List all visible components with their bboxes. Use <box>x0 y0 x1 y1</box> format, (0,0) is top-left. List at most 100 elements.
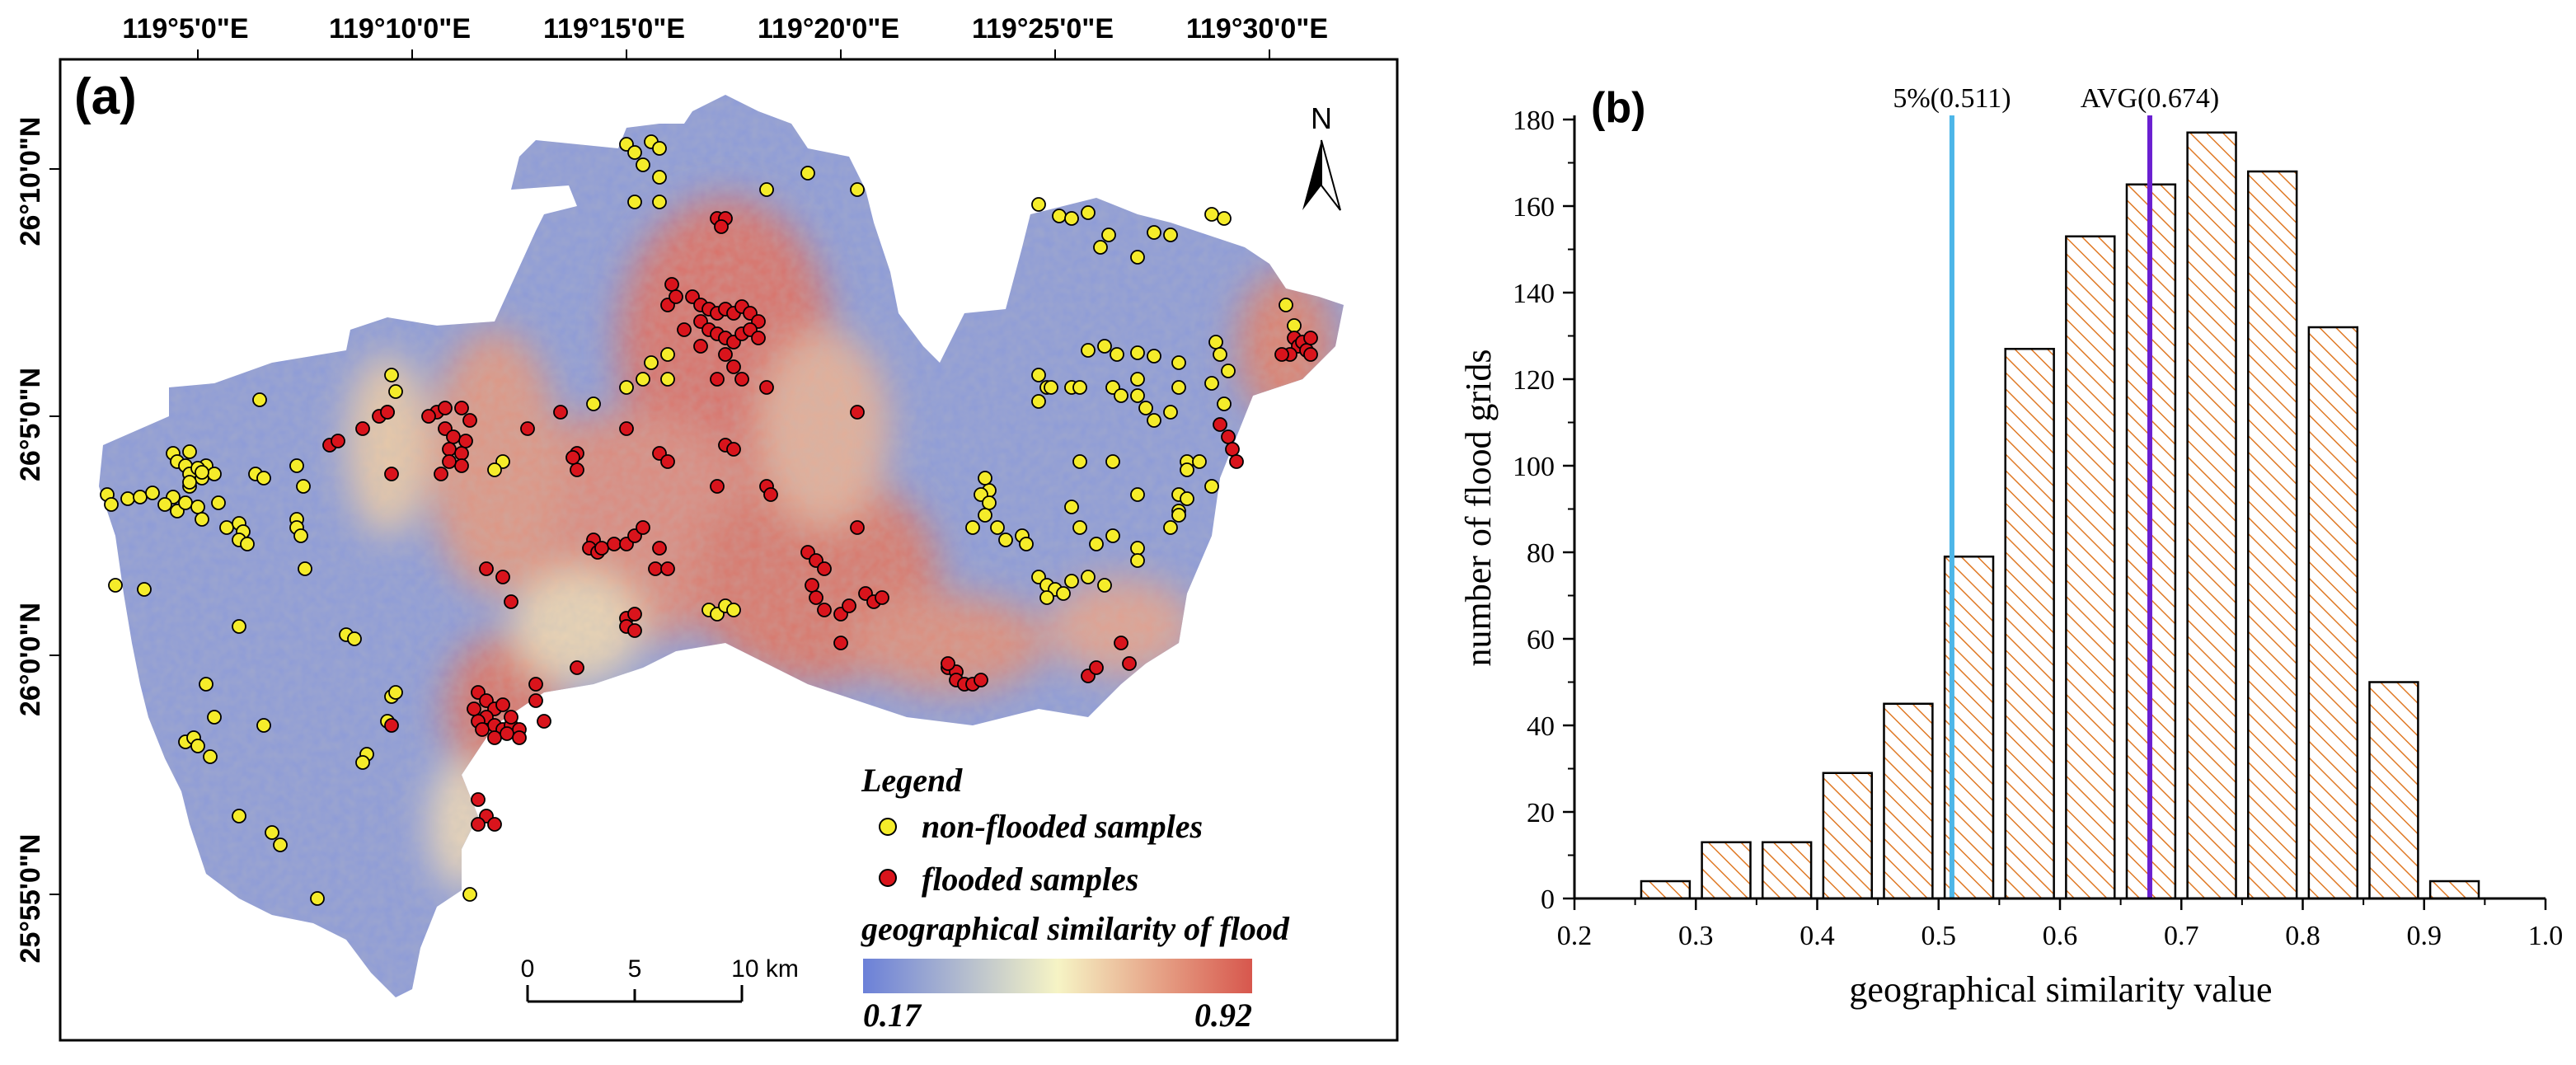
y-tick-label: 100 <box>1513 452 1555 482</box>
flooded-sample <box>805 578 819 593</box>
non-flooded-sample <box>1163 520 1178 535</box>
x-tick-label: 0.4 <box>1799 921 1835 951</box>
non-flooded-sample <box>293 528 308 543</box>
lon-tick-label: 119°10'0"E <box>329 13 471 45</box>
non-flooded-sample <box>978 508 992 523</box>
flooded-sample <box>652 541 667 556</box>
flooded-sample <box>833 636 848 650</box>
non-flooded-sample <box>1072 520 1087 535</box>
non-flooded-sample <box>726 603 741 617</box>
non-flooded-sample <box>990 520 1005 535</box>
non-flooded-sample <box>586 396 601 411</box>
lat-tick-label: 25°55'0"N <box>15 834 46 964</box>
non-flooded-sample <box>978 471 992 486</box>
histogram-bar <box>1761 841 1813 900</box>
non-flooded-sample <box>1180 462 1194 477</box>
histogram-bar <box>2307 326 2359 900</box>
flooded-sample <box>454 446 469 461</box>
non-flooded-sample <box>182 444 197 459</box>
non-flooded-sample <box>1279 298 1293 312</box>
flooded-sample <box>495 570 510 584</box>
non-flooded-sample <box>1044 380 1058 395</box>
histogram-bar <box>1883 702 1934 900</box>
flooded-sample <box>1089 660 1104 675</box>
non-flooded-sample <box>182 475 197 490</box>
color-ramp <box>863 959 1252 993</box>
non-flooded-sample <box>644 355 659 370</box>
flooded-sample <box>763 487 778 502</box>
x-tick-label: 0.9 <box>2407 921 2442 951</box>
histogram-bar <box>1701 841 1752 900</box>
panel-a-label: (a) <box>74 68 137 125</box>
flooded-sample <box>384 718 399 733</box>
x-tick-label: 0.2 <box>1557 921 1593 951</box>
lon-tick-label: 119°25'0"E <box>972 13 1114 45</box>
longitude-axis: 119°5'0"E 119°10'0"E 119°15'0"E 119°20'0… <box>122 13 1328 59</box>
y-tick-label: 120 <box>1513 365 1555 396</box>
y-axis-title: number of flood grids <box>1458 350 1499 667</box>
non-flooded-sample <box>1130 345 1145 360</box>
non-flooded-sample <box>1064 500 1079 514</box>
flooded-sample <box>594 541 609 556</box>
flooded-sample <box>693 339 708 354</box>
non-flooded-sample <box>120 491 135 506</box>
non-flooded-sample <box>1105 454 1120 469</box>
non-flooded-sample <box>207 710 222 725</box>
non-flooded-sample <box>1287 318 1302 333</box>
panel-b-label: (b) <box>1591 84 1645 132</box>
non-flooded-sample <box>619 380 634 395</box>
non-flooded-sample <box>1114 388 1128 403</box>
lon-tick-label: 119°5'0"E <box>122 13 248 45</box>
flooded-sample <box>458 434 473 448</box>
flooded-sample <box>1225 442 1240 457</box>
flooded-sample <box>664 277 679 292</box>
y-tick-label: 40 <box>1527 711 1555 742</box>
flooded-sample <box>565 450 580 465</box>
y-tick-label: 140 <box>1513 279 1555 309</box>
flooded-sample <box>842 598 856 613</box>
x-axis-title: geographical similarity value <box>1849 969 2272 1010</box>
non-flooded-sample <box>487 462 502 477</box>
non-flooded-sample <box>1208 335 1223 350</box>
flooded-sample <box>454 401 469 415</box>
non-flooded-sample <box>1039 590 1054 605</box>
non-flooded-sample <box>265 825 279 840</box>
non-flooded-sample <box>256 718 271 733</box>
flooded-sample <box>1274 347 1289 362</box>
non-flooded-sample <box>195 465 209 480</box>
flooded-sample <box>467 701 481 716</box>
non-flooded-sample <box>1204 207 1219 222</box>
x-ticks: 0.2 0.3 0.4 0.5 0.6 0.7 0.8 0.9 1.0 <box>1557 898 2564 951</box>
flooded-sample <box>487 817 502 832</box>
non-flooded-sample <box>1204 376 1219 391</box>
x-tick-label: 1.0 <box>2528 921 2564 951</box>
non-flooded-sample <box>190 739 205 753</box>
flooded-sample <box>442 454 457 469</box>
non-flooded-sample <box>273 837 288 852</box>
flooded-sample <box>1229 454 1244 469</box>
non-flooded-sample <box>1064 211 1079 226</box>
non-flooded-sample <box>1081 570 1096 584</box>
flooded-sample <box>434 467 448 481</box>
flooded-sample <box>974 673 988 687</box>
flooded-sample <box>759 380 774 395</box>
flooded-sample <box>1122 656 1137 671</box>
flooded-sample <box>660 454 675 469</box>
non-flooded-sample <box>178 495 193 510</box>
flooded-sample <box>504 710 518 725</box>
non-flooded-sample <box>190 500 205 514</box>
scale-label: 0 <box>521 955 535 983</box>
flooded-sample <box>710 372 725 387</box>
flooded-sample <box>817 561 832 576</box>
non-flooded-sample <box>384 368 399 382</box>
non-flooded-sample <box>965 520 980 535</box>
non-flooded-sample <box>1031 394 1046 409</box>
histogram-bar <box>2004 348 2055 900</box>
flooded-sample <box>570 462 584 477</box>
non-flooded-sample <box>1163 228 1178 242</box>
non-flooded-sample <box>1052 209 1067 223</box>
histogram-bar <box>2428 880 2480 900</box>
non-flooded-sample <box>1171 355 1186 370</box>
non-flooded-sample <box>1171 380 1186 395</box>
x-tick-label: 0.5 <box>1921 921 1957 951</box>
